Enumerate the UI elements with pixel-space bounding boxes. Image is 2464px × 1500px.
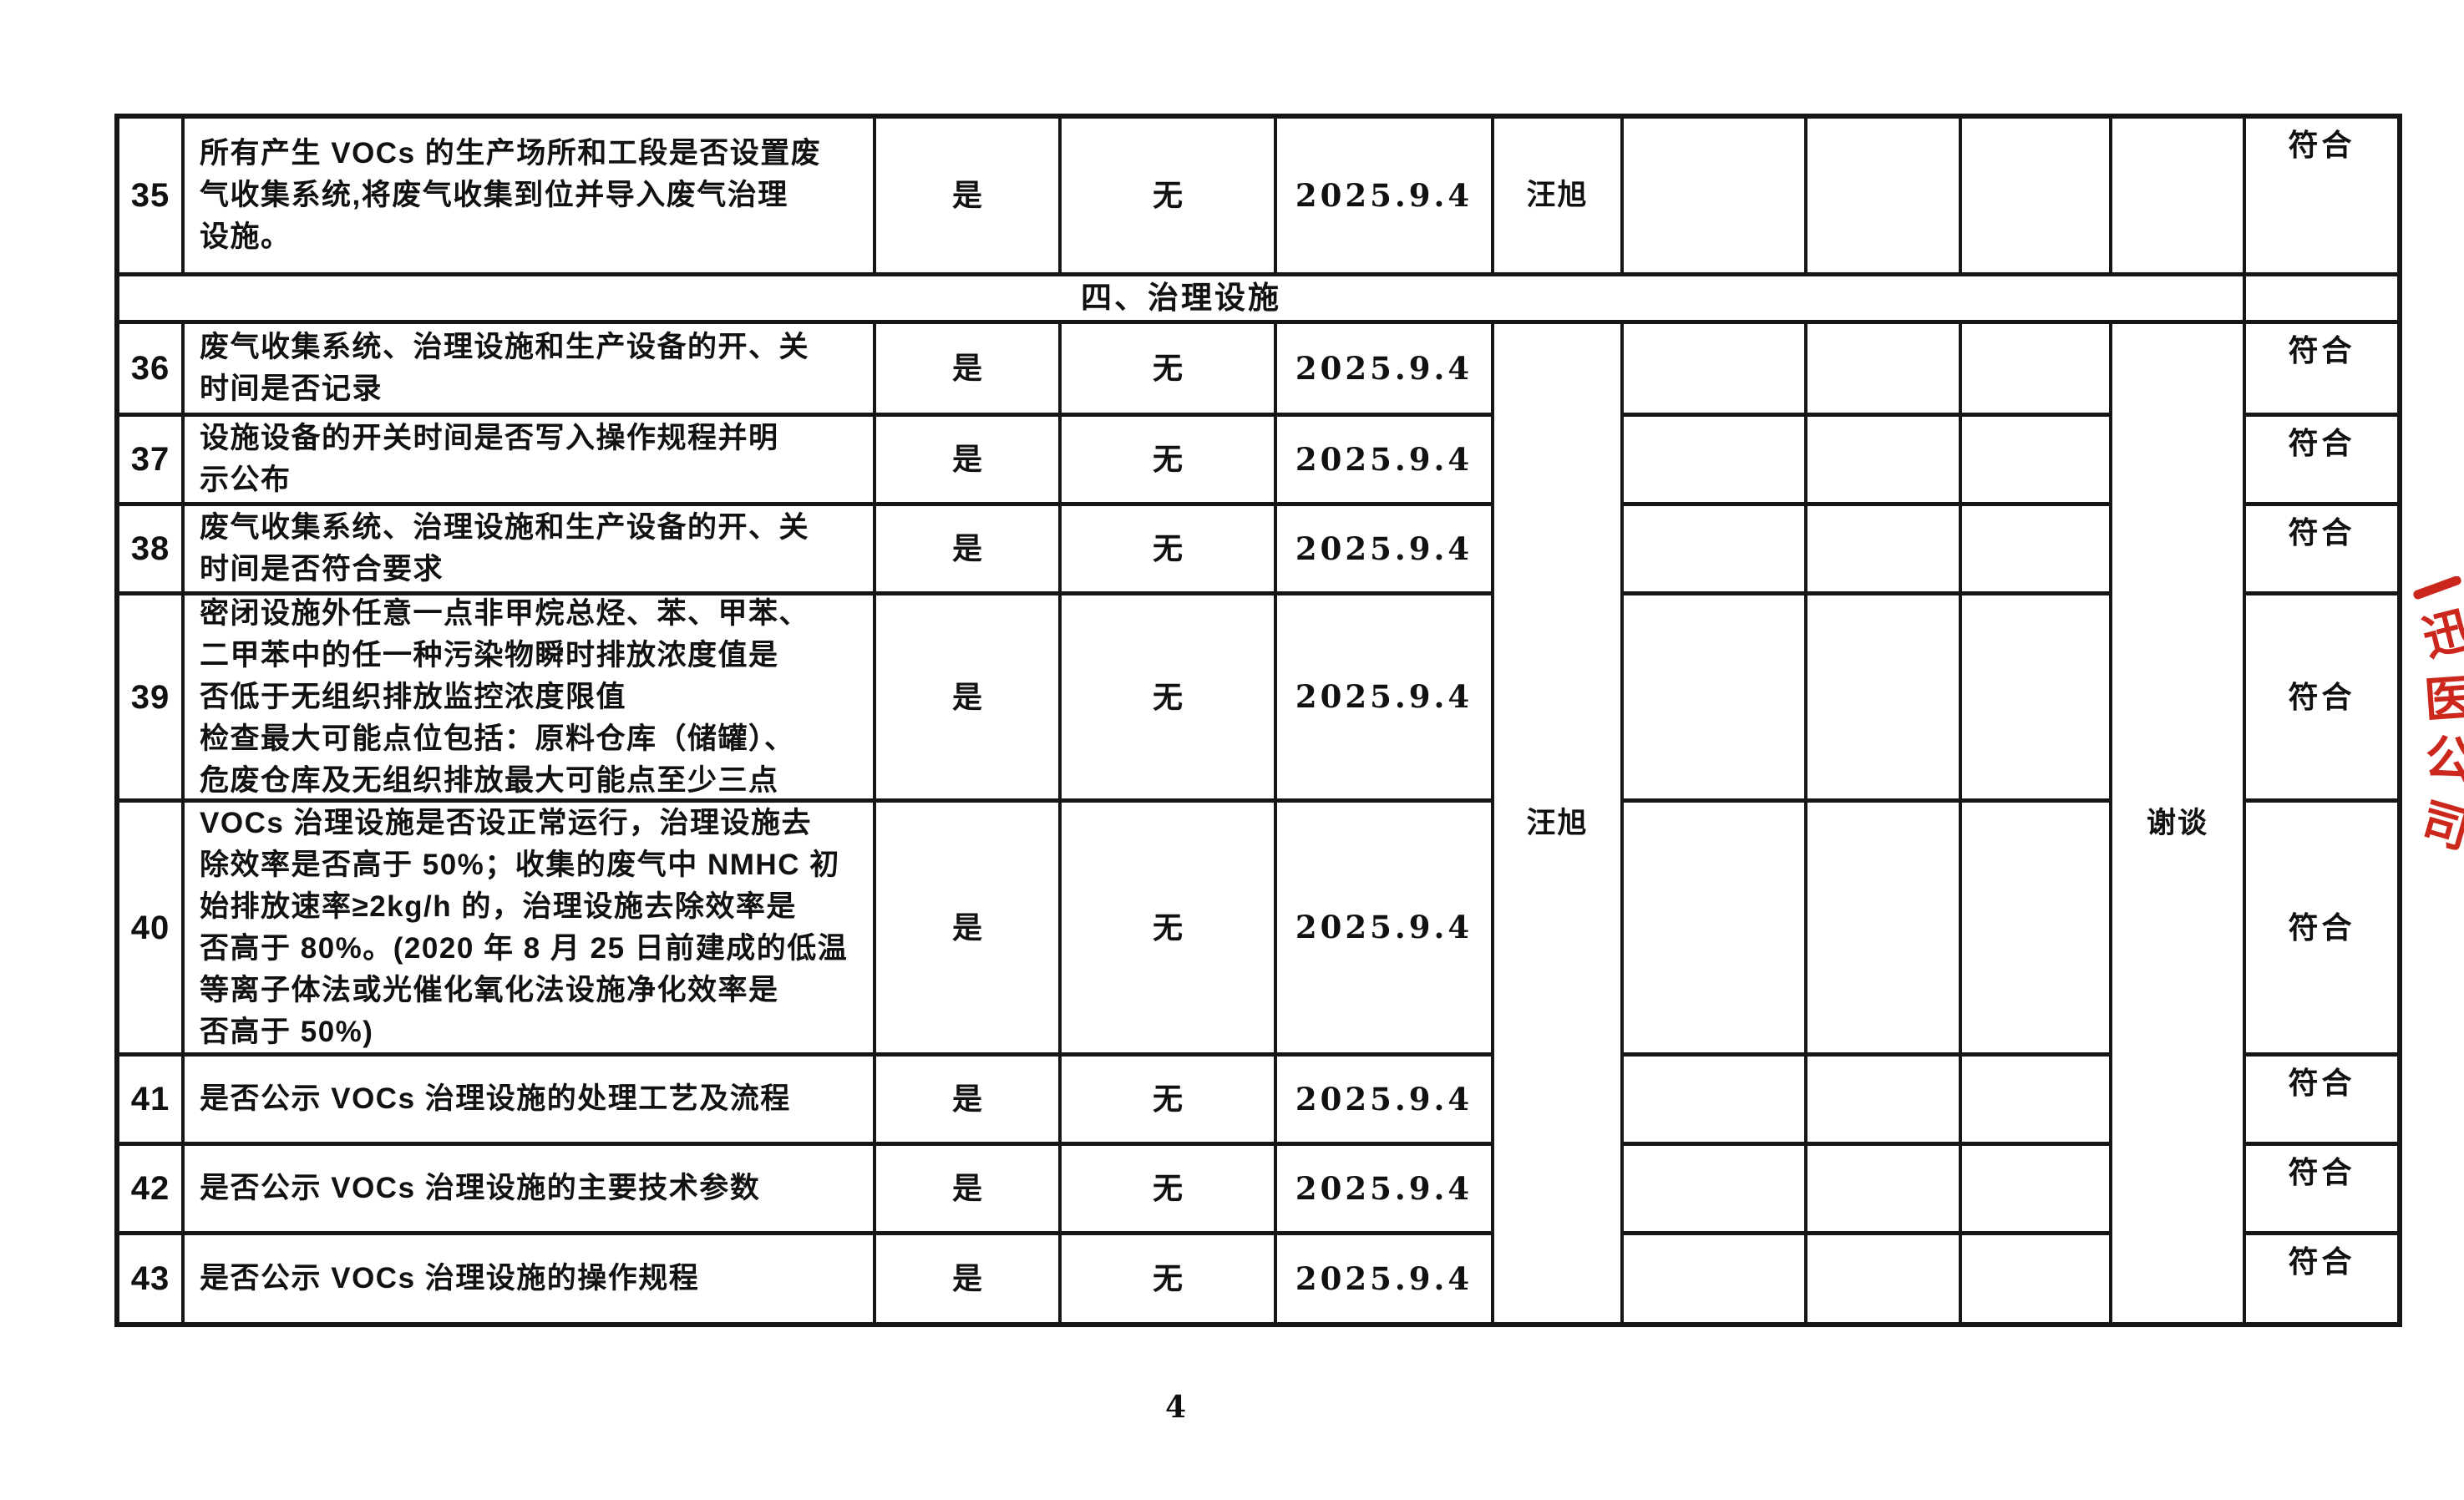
seal-char: 司 [2414,792,2464,860]
empty-cell [1962,595,2109,798]
empty-cell [1624,119,1804,272]
result-cell: 符合 [2246,1057,2397,1142]
date-cell: 2025.9.4 [1277,1057,1491,1142]
result-cell: 符合 [2246,506,2397,591]
inspector-merged-cell: 汪旭 [1494,324,1620,1322]
yes-cell: 是 [876,119,1058,272]
date-cell: 2025.9.4 [1277,417,1491,502]
empty-cell [1807,417,1959,502]
row-number: 40 [119,803,181,1052]
empty-cell [2112,119,2243,272]
issues-cell: 无 [1062,506,1274,591]
result-cell: 符合 [2246,119,2397,272]
issues-cell: 无 [1062,324,1274,413]
question-text: 废气收集系统、治理设施和生产设备的开、关 时间是否符合要求 [185,506,873,591]
yes-cell: 是 [876,803,1058,1052]
row-number: 43 [119,1235,181,1322]
result-cell: 符合 [2246,803,2397,1052]
empty-cell [1807,1235,1959,1322]
yes-cell: 是 [876,1057,1058,1142]
empty-cell [1962,1146,2109,1231]
empty-cell [1807,1057,1959,1142]
reviewer-merged-cell: 谢谈 [2112,324,2243,1322]
empty-cell [1962,506,2109,591]
row-number: 36 [119,324,181,413]
issues-cell: 无 [1062,803,1274,1052]
empty-cell [1624,595,1804,798]
empty-cell [1624,324,1804,413]
date-cell: 2025.9.4 [1277,1235,1491,1322]
question-text: 所有产生 VOCs 的生产场所和工段是否设置废 气收集系统,将废气收集到位并导入… [185,119,873,272]
row-number: 35 [119,119,181,272]
empty-cell [1807,803,1959,1052]
result-cell: 符合 [2246,595,2397,798]
row-number: 37 [119,417,181,502]
empty-cell [1624,417,1804,502]
date-cell: 2025.9.4 [1277,506,1491,591]
row-number: 41 [119,1057,181,1142]
empty-cell [1624,1235,1804,1322]
row-number: 42 [119,1146,181,1231]
seal-char: 公 [2422,728,2464,790]
empty-cell [1962,119,2109,272]
empty-cell [1624,803,1804,1052]
empty-cell [1624,506,1804,591]
question-text: 是否公示 VOCs 治理设施的操作规程 [185,1235,873,1322]
empty-cell [1962,803,2109,1052]
question-text: 密闭设施外任意一点非甲烷总烃、苯、甲苯、 二甲苯中的任一种污染物瞬时排放浓度值是… [185,595,873,798]
question-text: 是否公示 VOCs 治理设施的主要技术参数 [185,1146,873,1231]
yes-cell: 是 [876,324,1058,413]
empty-cell [1962,417,2109,502]
empty-cell [1807,595,1959,798]
yes-cell: 是 [876,595,1058,798]
date-cell: 2025.9.4 [1277,1146,1491,1231]
issues-cell: 无 [1062,417,1274,502]
section-title: 四、治理设施 [119,276,2243,320]
issues-cell: 无 [1062,1057,1274,1142]
date-cell: 2025.9.4 [1277,803,1491,1052]
red-seal-fragment: 迅 医 公 司 [2409,576,2464,864]
question-text: 设施设备的开关时间是否写入操作规程并明 示公布 [185,417,873,502]
date-cell: 2025.9.4 [1277,324,1491,413]
empty-cell [2246,276,2397,320]
inspection-table: 35 所有产生 VOCs 的生产场所和工段是否设置废 气收集系统,将废气收集到位… [114,114,2402,1327]
empty-cell [1807,119,1959,272]
seal-char: 迅 [2416,600,2464,667]
empty-cell [1807,1146,1959,1231]
empty-cell [1624,1146,1804,1231]
page-number: 4 [1165,1390,1187,1425]
date-cell: 2025.9.4 [1277,119,1491,272]
result-cell: 符合 [2246,1146,2397,1231]
empty-cell [1624,1057,1804,1142]
result-cell: 符合 [2246,417,2397,502]
empty-cell [1962,1057,2109,1142]
row-number: 38 [119,506,181,591]
yes-cell: 是 [876,417,1058,502]
inspector-cell: 汪旭 [1494,119,1620,272]
yes-cell: 是 [876,1146,1058,1231]
row-number: 39 [119,595,181,798]
empty-cell [1807,506,1959,591]
empty-cell [1962,1235,2109,1322]
date-cell: 2025.9.4 [1277,595,1491,798]
empty-cell [1807,324,1959,413]
empty-cell [1962,324,2109,413]
yes-cell: 是 [876,506,1058,591]
question-text: 是否公示 VOCs 治理设施的处理工艺及流程 [185,1057,873,1142]
issues-cell: 无 [1062,119,1274,272]
question-text: VOCs 治理设施是否设正常运行，治理设施去 除效率是否高于 50%；收集的废气… [185,803,873,1052]
yes-cell: 是 [876,1235,1058,1322]
issues-cell: 无 [1062,1146,1274,1231]
result-cell: 符合 [2246,324,2397,413]
result-cell: 符合 [2246,1235,2397,1322]
question-text: 废气收集系统、治理设施和生产设备的开、关 时间是否记录 [185,324,873,413]
issues-cell: 无 [1062,1235,1274,1322]
issues-cell: 无 [1062,595,1274,798]
